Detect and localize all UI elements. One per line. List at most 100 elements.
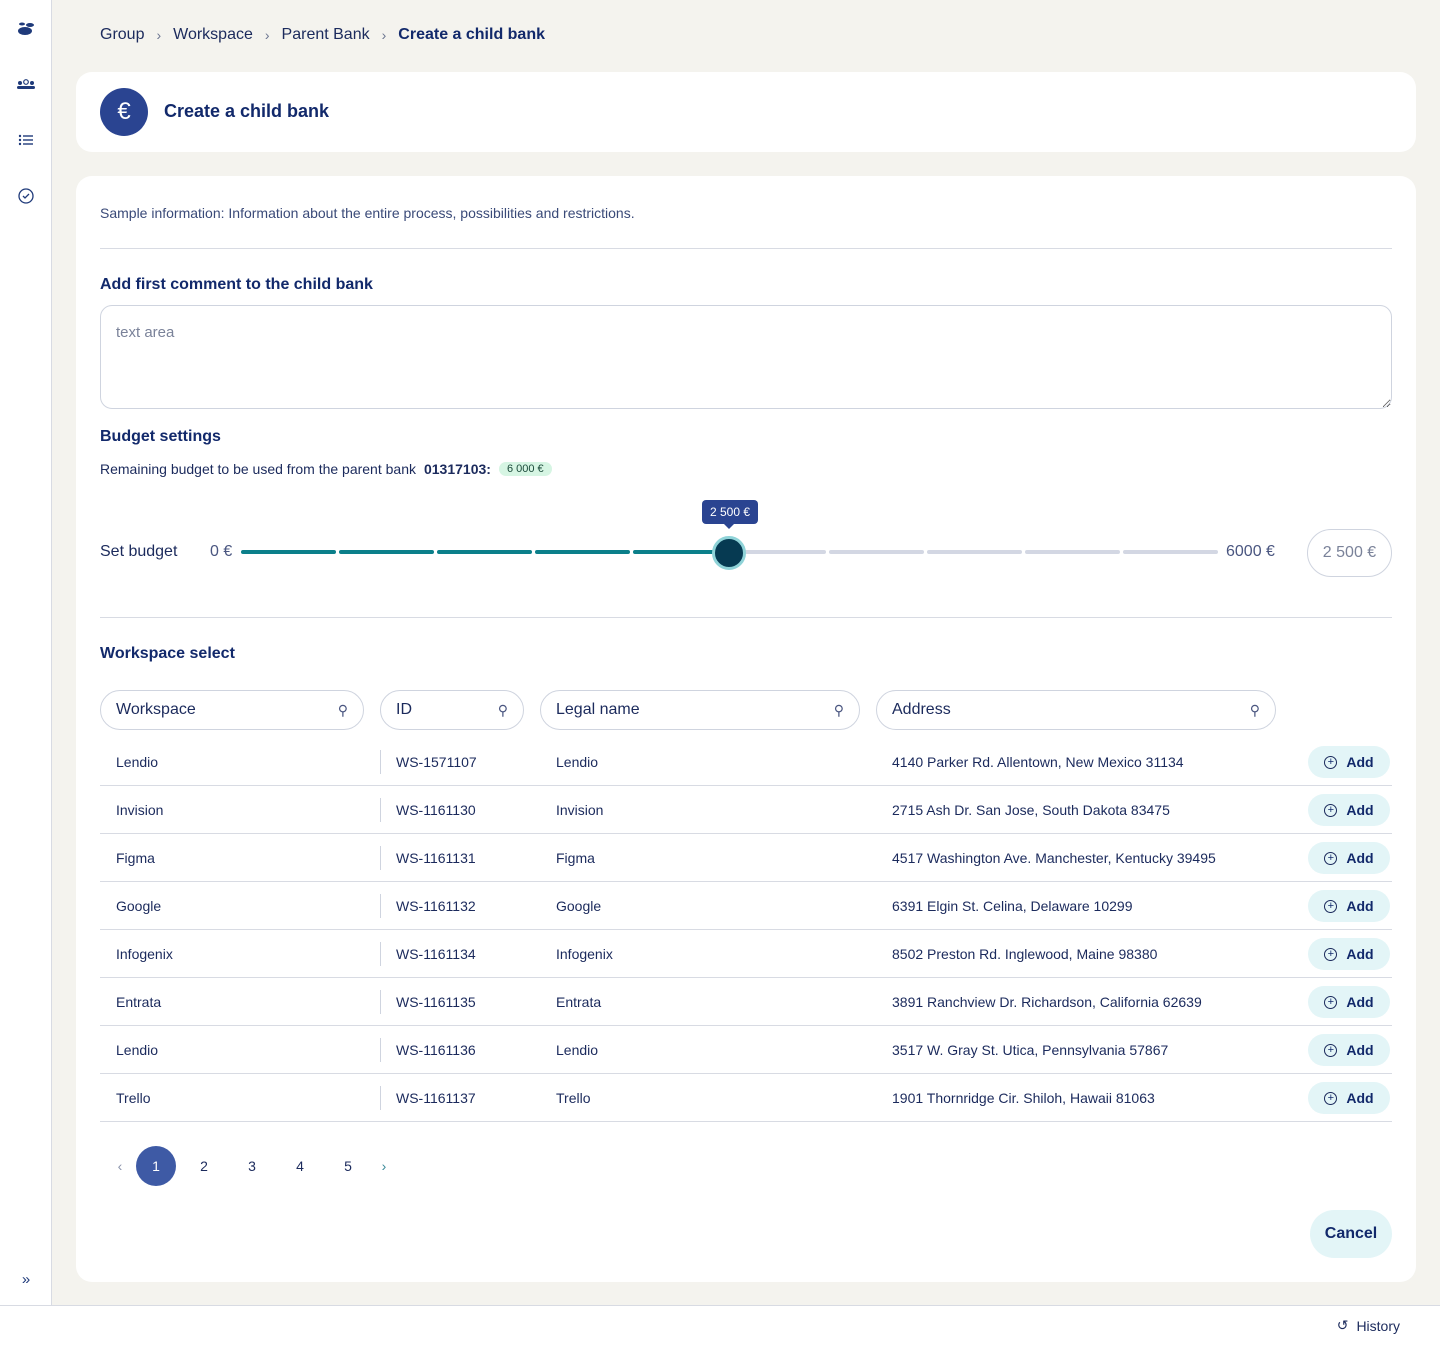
header-card: € Create a child bank	[76, 72, 1416, 152]
add-label: Add	[1346, 898, 1374, 914]
search-icon: ⚲	[1249, 701, 1260, 718]
workspace-cell: Infogenix	[116, 946, 173, 962]
add-label: Add	[1346, 802, 1374, 818]
add-button[interactable]: + Add	[1308, 1034, 1390, 1066]
slider-segment	[437, 550, 532, 554]
slider-segment	[1123, 550, 1218, 554]
address-cell: 2715 Ash Dr. San Jose, South Dakota 8347…	[892, 802, 1170, 818]
add-button[interactable]: + Add	[1308, 746, 1390, 778]
history-icon: ↺	[1336, 1317, 1349, 1333]
slider-segment	[1025, 550, 1120, 554]
add-label: Add	[1346, 850, 1374, 866]
slider-segment	[731, 550, 826, 554]
workspace-cell: Figma	[116, 850, 155, 866]
add-label: Add	[1346, 994, 1374, 1010]
budget-title: Budget settings	[100, 428, 221, 445]
page-title: Create a child bank	[164, 101, 330, 121]
add-button[interactable]: + Add	[1308, 1082, 1390, 1114]
table-row: Figma WS-1161131 Figma 4517 Washington Ave.…	[100, 834, 1392, 882]
history-label: History	[1356, 1317, 1400, 1334]
cancel-button[interactable]: Cancel	[1310, 1210, 1392, 1258]
table-row: Entrata WS-1161135 Entrata 3891 Ranchview D…	[100, 978, 1392, 1026]
logo-icon[interactable]	[14, 16, 38, 40]
add-label: Add	[1346, 754, 1374, 770]
page-3[interactable]: 3	[248, 1158, 256, 1174]
search-icon: ⚲	[337, 701, 348, 718]
page-1[interactable]: 1	[136, 1146, 176, 1186]
workspace-title: Workspace select	[100, 645, 235, 662]
column-divider	[380, 942, 381, 966]
workspace-cell: Lendio	[116, 1042, 159, 1058]
remaining-label: Remaining budget to be used from the par…	[100, 461, 416, 477]
add-button[interactable]: + Add	[1308, 842, 1390, 874]
budget-input[interactable]	[1307, 529, 1392, 577]
chevron-right-icon: ›	[156, 27, 162, 43]
table-row: Lendio WS-1161136 Lendio 3517 W. Gray St. U…	[100, 1026, 1392, 1074]
legal-name-cell: Google	[556, 898, 602, 914]
add-button[interactable]: + Add	[1308, 890, 1390, 922]
slider-segment	[241, 550, 336, 554]
address-cell: 6391 Elgin St. Celina, Delaware 10299	[892, 898, 1133, 914]
table-row: Google WS-1161132 Google 6391 Elgin St. Cel…	[100, 882, 1392, 930]
footer: ↺ History	[0, 1305, 1440, 1345]
workspace-cell: Entrata	[116, 994, 162, 1010]
add-label: Add	[1346, 1042, 1374, 1058]
breadcrumb-group[interactable]: Group	[100, 26, 145, 43]
euro-icon: €	[100, 88, 148, 136]
chevron-left-icon[interactable]: ‹	[117, 1158, 123, 1174]
legal-name-cell: Infogenix	[556, 946, 613, 962]
history-button[interactable]: ↺ History	[1337, 1317, 1400, 1334]
chevron-right-icon[interactable]: ›	[381, 1158, 387, 1174]
budget-slider-track[interactable]	[241, 550, 1218, 554]
breadcrumb: Group › Workspace › Parent Bank › Create a …	[100, 26, 545, 44]
column-divider	[380, 1038, 381, 1062]
slider-segment	[339, 550, 434, 554]
check-circle-icon[interactable]	[14, 184, 38, 208]
page-2[interactable]: 2	[200, 1158, 208, 1174]
table-row: Lendio WS-1571107 Lendio 4140 Parker Rd. Al…	[100, 738, 1392, 786]
comment-textarea[interactable]	[100, 305, 1392, 409]
id-cell: WS-1161130	[396, 802, 476, 818]
plus-circle-icon: +	[1324, 947, 1338, 961]
list-icon[interactable]	[14, 128, 38, 152]
search-icon: ⚲	[833, 701, 844, 718]
address-cell: 1901 Thornridge Cir. Shiloh, Hawaii 8106…	[892, 1090, 1155, 1106]
legal-name-cell: Lendio	[556, 1042, 599, 1058]
workspace-cell: Trello	[116, 1090, 151, 1106]
users-icon[interactable]	[14, 73, 38, 97]
id-search[interactable]: ID ⚲	[380, 690, 524, 730]
page-5[interactable]: 5	[344, 1158, 352, 1174]
plus-circle-icon: +	[1324, 1091, 1338, 1105]
breadcrumb-workspace[interactable]: Workspace	[173, 26, 253, 43]
slider-segment	[535, 550, 630, 554]
add-button[interactable]: + Add	[1308, 986, 1390, 1018]
search-label: ID	[396, 701, 412, 718]
legal-name-cell: Lendio	[556, 754, 599, 770]
slider-segment	[927, 550, 1022, 554]
column-divider	[380, 990, 381, 1014]
sidebar: »	[0, 0, 52, 1305]
add-button[interactable]: + Add	[1308, 794, 1390, 826]
address-cell: 3891 Ranchview Dr. Richardson, Californi…	[892, 994, 1202, 1010]
legal-name-cell: Entrata	[556, 994, 602, 1010]
table-row: Invision WS-1161130 Invision 2715 Ash Dr. S…	[100, 786, 1392, 834]
table-row: Trello WS-1161137 Trello 1901 Thornridge Ci…	[100, 1074, 1392, 1122]
add-label: Add	[1346, 1090, 1374, 1106]
slider-segment	[633, 550, 728, 554]
table-row: Infogenix WS-1161134 Infogenix 8502 Preston…	[100, 930, 1392, 978]
budget-slider-thumb[interactable]	[712, 536, 746, 570]
expand-sidebar-icon[interactable]: »	[21, 1270, 31, 1288]
plus-circle-icon: +	[1324, 995, 1338, 1009]
breadcrumb-parent-bank[interactable]: Parent Bank	[281, 26, 370, 43]
plus-circle-icon: +	[1324, 755, 1338, 769]
id-cell: WS-1161132	[396, 898, 476, 914]
column-divider	[380, 1086, 381, 1110]
address-search[interactable]: Address ⚲	[876, 690, 1276, 730]
page-4[interactable]: 4	[296, 1158, 304, 1174]
column-divider	[380, 750, 381, 774]
add-button[interactable]: + Add	[1308, 938, 1390, 970]
workspace-search[interactable]: Workspace ⚲	[100, 690, 364, 730]
search-label: Address	[892, 701, 951, 718]
slider-tooltip: 2 500 €	[702, 500, 759, 529]
legal-name-search[interactable]: Legal name ⚲	[540, 690, 860, 730]
